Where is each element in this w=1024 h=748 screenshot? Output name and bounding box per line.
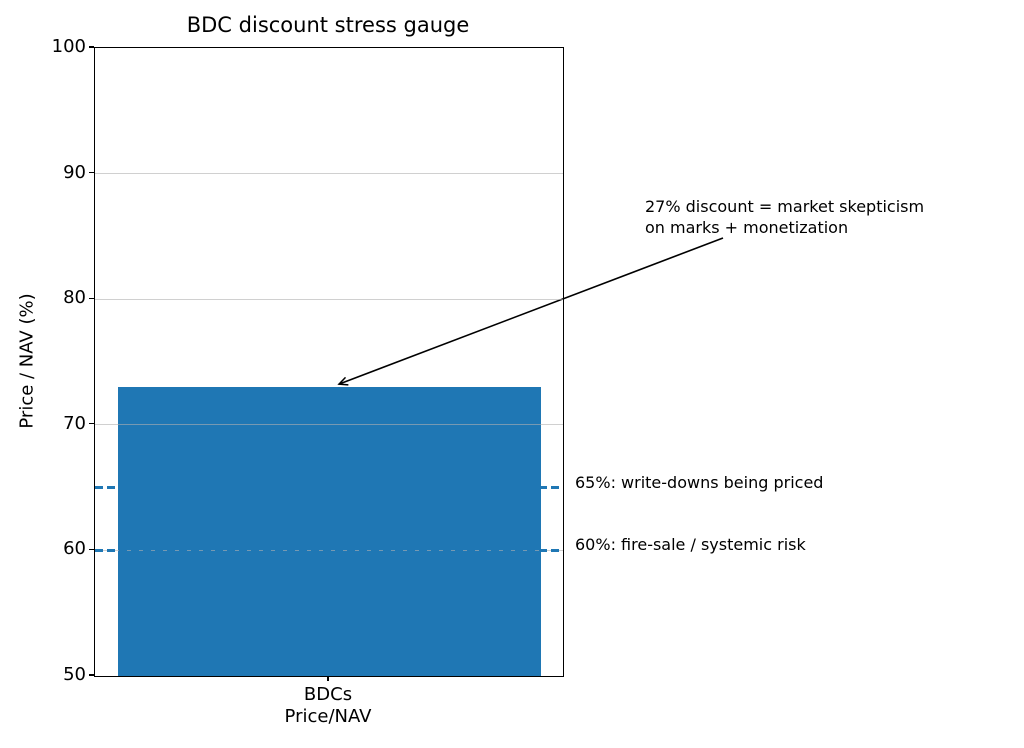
bar-bdcs-price-nav [117, 387, 541, 676]
y-tick-label-90: 90 [63, 161, 86, 183]
y-tick-label-80: 80 [63, 287, 86, 309]
y-tick-60 [89, 548, 94, 551]
y-tick-50 [89, 674, 94, 676]
gridline-70 [95, 424, 563, 426]
y-tick-label-70: 70 [63, 412, 86, 434]
y-tick-80 [89, 297, 94, 299]
refline-60 [95, 549, 563, 552]
refline-65 [95, 486, 563, 489]
y-tick-70 [89, 423, 94, 425]
plot-area [94, 47, 564, 677]
y-tick-label-50: 50 [63, 664, 86, 685]
y-tick-label-100: 100 [51, 36, 86, 57]
gridline-90 [95, 172, 563, 175]
x-tick-label: BDCs Price/NAV [284, 684, 372, 727]
gridline-80 [95, 298, 563, 300]
x-tick-bdcs [327, 676, 329, 681]
annotation-text: 27% discount = market skepticism on mark… [645, 197, 925, 237]
ref-label-60: 60%: fire-sale / systemic risk [575, 535, 806, 555]
chart-title: BDC discount stress gauge [186, 13, 470, 37]
y-axis-label: Price / NAV (%) [16, 293, 38, 429]
y-tick-label-60: 60 [63, 538, 86, 560]
y-tick-90 [89, 171, 94, 174]
ref-label-65: 65%: write-downs being priced [575, 472, 824, 492]
y-tick-100 [89, 46, 94, 48]
